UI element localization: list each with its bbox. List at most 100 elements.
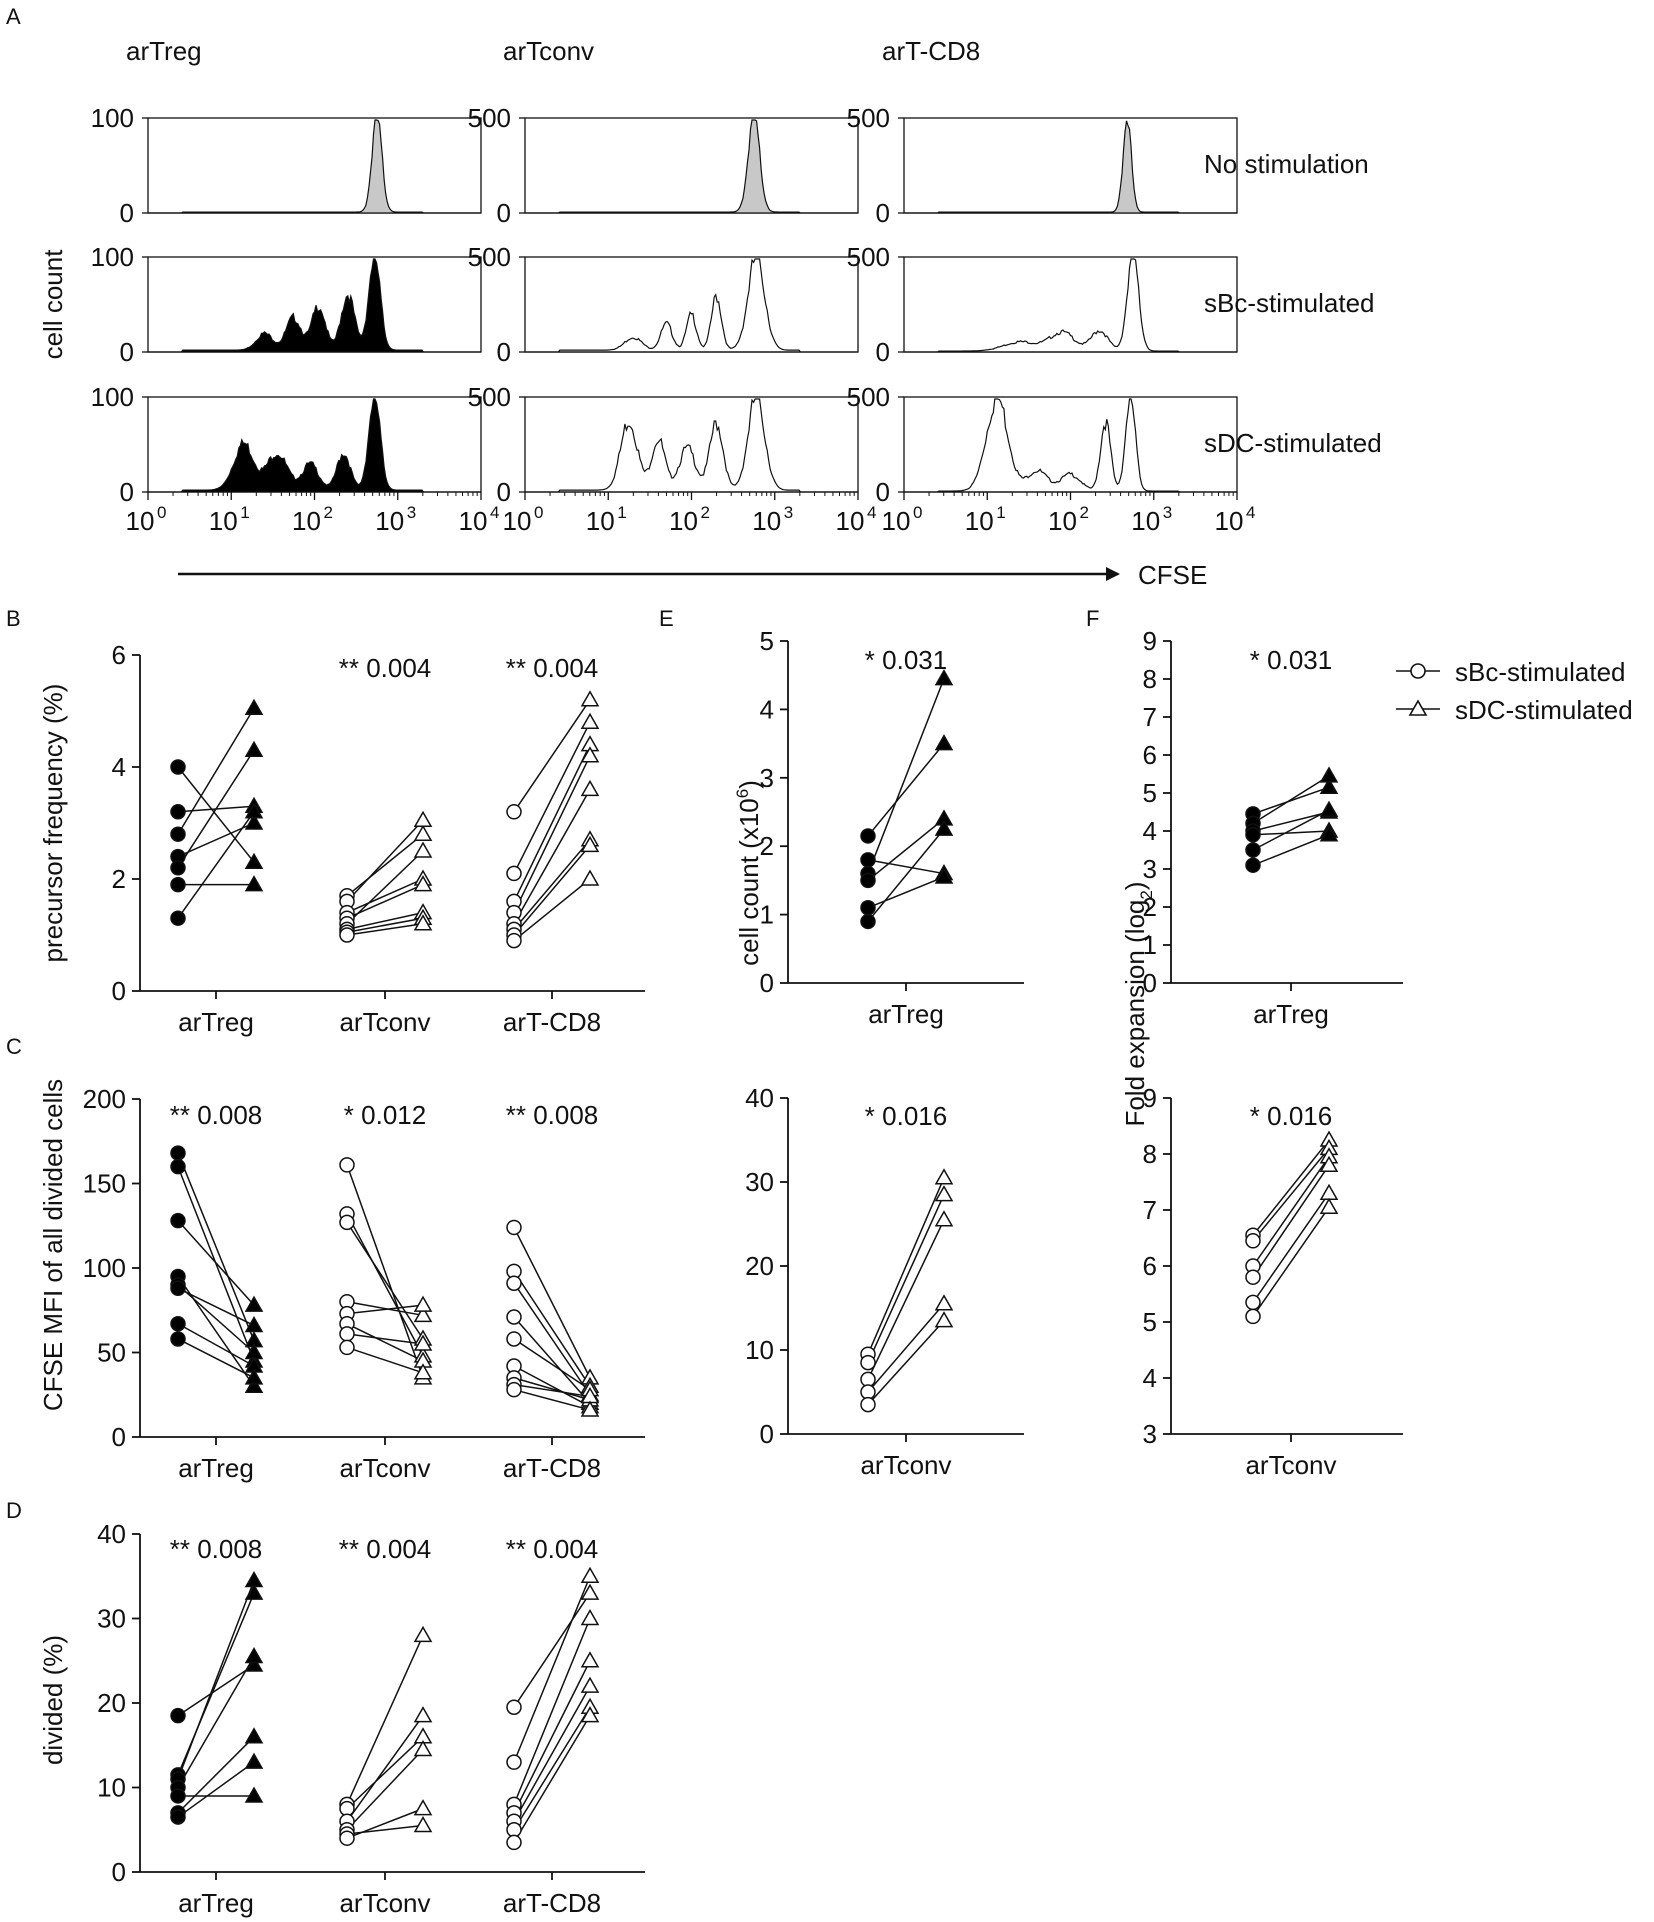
point-circle [860, 1396, 876, 1413]
pair-line [1252, 1156, 1330, 1267]
point-triangle [413, 1816, 433, 1833]
point-triangle [244, 1570, 264, 1588]
histogram-curve [904, 398, 1237, 493]
x-tick-exponent: 3 [407, 503, 416, 522]
point-triangle [244, 1786, 264, 1803]
x-tick-exponent: 4 [1246, 503, 1255, 522]
pair-line [177, 1664, 255, 1717]
y-tick-label: 0 [112, 1422, 126, 1452]
column-title-artreg: arTreg [126, 36, 202, 66]
x-tick-exponent: 2 [1080, 503, 1089, 522]
point-circle [170, 1158, 186, 1175]
y-tick-zero: 0 [497, 477, 511, 507]
point-circle [506, 1219, 522, 1236]
point-circle [506, 1754, 522, 1770]
y-tick-max: 100 [91, 242, 134, 272]
point-triangle [1319, 1197, 1339, 1214]
pair-line [346, 1304, 424, 1315]
pair-line [346, 917, 424, 933]
x-tick-label-1e1: 10 [965, 506, 994, 536]
pair-line [177, 1287, 255, 1327]
x-tick-label-art-cd8: arT-CD8 [503, 1888, 601, 1918]
y-axis-label: divided (%) [38, 1635, 68, 1765]
point-triangle [413, 1706, 433, 1723]
point-triangle [244, 875, 264, 892]
point-triangle [244, 802, 264, 819]
y-tick-label: 200 [83, 1084, 126, 1114]
pair-line [346, 1807, 424, 1839]
point-circle [506, 804, 522, 820]
y-tick-label: 2 [1143, 892, 1157, 922]
pair-line [177, 1338, 255, 1379]
pair-line [346, 850, 424, 925]
point-triangle [580, 1651, 600, 1668]
point-circle [860, 828, 876, 844]
point-circle [506, 1699, 522, 1715]
pair-line [177, 1323, 255, 1367]
point-triangle [413, 1295, 433, 1312]
point-circle [506, 1822, 522, 1838]
x-tick-label-1e3: 10 [1131, 506, 1160, 536]
y-tick-label: 1 [760, 900, 774, 930]
point-circle [860, 913, 876, 930]
histogram-curve [148, 398, 481, 493]
pair-line [1252, 834, 1330, 866]
y-tick-zero: 0 [120, 477, 134, 507]
histogram-r1-c1: 500 0 [468, 242, 859, 367]
y-tick-label: 3 [1143, 854, 1157, 884]
pair-line [513, 1706, 591, 1831]
point-triangle [1319, 1155, 1339, 1172]
y-tick-label: 20 [97, 1688, 126, 1718]
pair-line [177, 811, 255, 919]
pair-line [177, 749, 255, 869]
pair-line [513, 744, 591, 902]
cfse-axis-label: CFSE [1138, 560, 1207, 590]
point-circle [860, 900, 876, 916]
x-tick-label-artconv: arTconv [1245, 1450, 1336, 1480]
point-circle [506, 1331, 522, 1347]
x-tick-exponent: 3 [1163, 503, 1172, 522]
point-triangle [580, 1706, 600, 1723]
pair-line [1252, 1206, 1330, 1317]
point-triangle [413, 1305, 433, 1323]
point-triangle [934, 669, 954, 686]
pair-line [1252, 811, 1330, 832]
y-tick-max: 500 [847, 382, 890, 412]
y-tick-label: 100 [83, 1253, 126, 1283]
pair-line [867, 876, 945, 909]
y-axis-label: CFSE MFI of all divided cells [38, 1079, 68, 1411]
y-tick-label: 20 [745, 1251, 774, 1281]
panel-letter-f: F [1086, 606, 1099, 631]
legend-sbc-label: sBc-stimulated [1455, 657, 1626, 687]
panel-c-cfse-mfi: 0 50 100 150 200 arTreg ** 0.008 arTconv * 0.012… [38, 1079, 645, 1483]
point-circle [506, 865, 522, 882]
histogram-frame [903, 256, 1238, 353]
y-tick-zero: 0 [120, 198, 134, 228]
point-circle [1245, 1269, 1261, 1285]
point-triangle [244, 1295, 264, 1312]
y-tick-max: 500 [468, 242, 511, 272]
point-triangle [580, 1583, 600, 1600]
significance-annotation: ** 0.004 [506, 1534, 599, 1564]
point-triangle [413, 1363, 433, 1380]
point-triangle [580, 1608, 600, 1626]
pair-line [346, 1333, 424, 1345]
panel-letter-c: C [6, 1034, 22, 1059]
y-axis-label: Fold expansion (log2) [1120, 881, 1156, 1126]
significance-annotation: * 0.016 [1250, 1101, 1332, 1131]
point-triangle [580, 869, 600, 886]
y-tick-label: 0 [112, 1857, 126, 1887]
point-circle [339, 1830, 355, 1846]
x-tick-label-artreg: arTreg [868, 999, 944, 1029]
point-circle [170, 1331, 186, 1347]
point-circle [506, 1309, 522, 1325]
y-tick-label: 150 [83, 1169, 126, 1199]
point-triangle [413, 810, 433, 827]
pair-line [346, 1715, 424, 1822]
histogram-r0-c2: 500 0 [847, 103, 1238, 228]
pair-line [513, 1715, 591, 1843]
point-circle [170, 910, 186, 926]
point-circle [170, 1280, 186, 1297]
